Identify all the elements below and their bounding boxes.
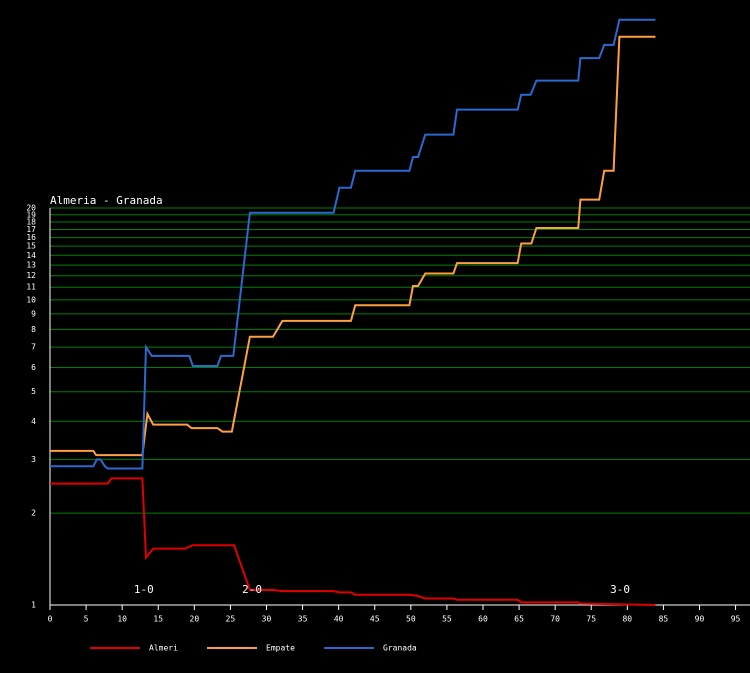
y-tick-label: 8 xyxy=(31,325,36,334)
y-tick-label: 5 xyxy=(31,387,36,396)
y-tick-label: 11 xyxy=(26,283,36,292)
x-tick-label: 55 xyxy=(442,615,452,624)
y-tick-label: 7 xyxy=(31,343,36,352)
y-tick-label: 15 xyxy=(26,242,36,251)
annotation: 2-0 xyxy=(242,583,262,596)
x-tick-label: 10 xyxy=(117,615,127,624)
legend-label: Empate xyxy=(266,644,295,653)
x-tick-label: 50 xyxy=(406,615,416,624)
y-tick-label: 10 xyxy=(26,295,36,304)
y-tick-label: 17 xyxy=(26,225,36,234)
y-tick-label: 2 xyxy=(31,509,36,518)
y-tick-label: 18 xyxy=(26,217,36,226)
x-tick-label: 70 xyxy=(550,615,560,624)
y-tick-label: 14 xyxy=(26,251,36,260)
x-tick-label: 0 xyxy=(48,615,53,624)
annotation: 3-0 xyxy=(610,583,630,596)
x-tick-label: 20 xyxy=(190,615,200,624)
y-tick-label: 16 xyxy=(26,233,36,242)
y-tick-label: 9 xyxy=(31,309,36,318)
series-line xyxy=(50,18,656,470)
y-tick-label: 19 xyxy=(26,210,36,219)
y-tick-label: 3 xyxy=(31,455,36,464)
x-tick-label: 35 xyxy=(298,615,308,624)
x-tick-label: 25 xyxy=(226,615,236,624)
x-tick-label: 40 xyxy=(334,615,344,624)
series-line xyxy=(50,35,656,457)
x-tick-label: 45 xyxy=(370,615,380,624)
legend-label: Almeri xyxy=(149,644,178,653)
series-line xyxy=(50,477,656,606)
y-tick-label: 20 xyxy=(26,204,36,213)
chart-title: Almeria - Granada xyxy=(50,194,163,207)
annotation: 1-0 xyxy=(134,583,154,596)
x-tick-label: 95 xyxy=(731,615,741,624)
x-tick-label: 15 xyxy=(153,615,163,624)
x-tick-label: 80 xyxy=(622,615,632,624)
legend-label: Granada xyxy=(383,644,417,653)
y-tick-label: 4 xyxy=(31,417,36,426)
x-tick-label: 30 xyxy=(262,615,272,624)
y-tick-label: 12 xyxy=(26,271,36,280)
y-tick-label: 1 xyxy=(31,601,36,610)
x-tick-label: 90 xyxy=(695,615,705,624)
x-tick-label: 75 xyxy=(586,615,596,624)
x-tick-label: 65 xyxy=(514,615,524,624)
x-tick-label: 60 xyxy=(478,615,488,624)
x-tick-label: 85 xyxy=(659,615,669,624)
x-tick-label: 5 xyxy=(84,615,89,624)
y-tick-label: 13 xyxy=(26,261,36,270)
y-tick-label: 6 xyxy=(31,363,36,372)
